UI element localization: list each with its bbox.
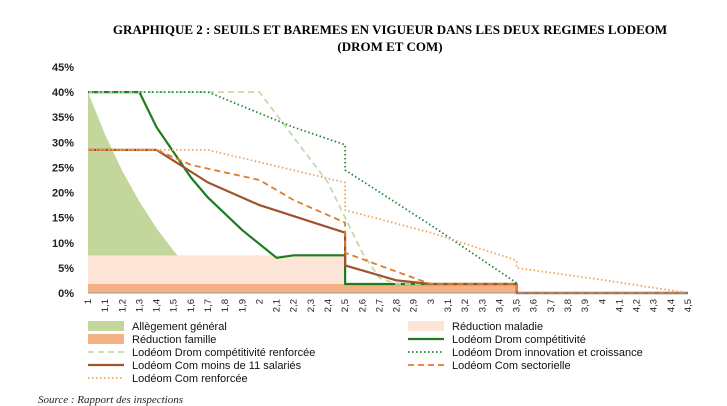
source-note: Source : Rapport des inspections: [38, 394, 184, 406]
x-tick-label: 2,6: [357, 299, 368, 312]
legend-label: Réduction maladie: [452, 321, 543, 333]
x-tick-label: 1,2: [117, 299, 128, 312]
x-axis: 1 1,1 1,2 1,3 1,4 1,5 1,6 1,7 1,8 1,9 2 2,1 2,2 2,3 2,…: [83, 292, 694, 312]
x-tick-label: 3,3: [477, 299, 488, 312]
x-tick-label: 4: [597, 299, 608, 304]
x-tick-label: 2,1: [272, 299, 283, 312]
x-tick-label: 4,5: [683, 299, 694, 312]
area-r-duction-maladie: [88, 255, 346, 293]
legend-label: Lodéom Com sectorielle: [452, 360, 571, 372]
x-tick-label: 2,5: [340, 299, 351, 312]
y-tick-label: 15%: [52, 213, 74, 225]
x-tick-label: 2,2: [289, 299, 300, 312]
legend-label: Lodéom Com renforcée: [132, 373, 248, 385]
x-tick-label: 4,3: [649, 299, 660, 312]
x-tick-label: 1,9: [237, 299, 248, 312]
x-tick-label: 4,1: [614, 299, 625, 312]
legend-label: Lodéom Drom innovation et croissance: [452, 347, 643, 359]
chart-title: GRAPHIQUE 2 : SEUILS ET BAREMES EN VIGUE…: [60, 21, 720, 55]
x-tick-label: 4,4: [666, 299, 677, 312]
legend-swatch: [88, 334, 124, 344]
chart-title-line1: GRAPHIQUE 2 : SEUILS ET BAREMES EN VIGUE…: [112, 22, 668, 37]
x-tick-label: 4,2: [632, 299, 643, 312]
x-tick-label: 1,3: [134, 299, 145, 312]
legend-label: Lodéom Com moins de 11 salariés: [132, 360, 302, 372]
legend-swatch: [88, 321, 124, 331]
x-tick-label: 2,3: [306, 299, 317, 312]
x-tick-label: 2,9: [409, 299, 420, 312]
x-tick-label: 1: [83, 299, 94, 304]
legend-swatch: [408, 321, 444, 331]
x-tick-label: 2,7: [374, 299, 385, 312]
y-tick-label: 5%: [58, 263, 74, 275]
x-tick-label: 3,7: [546, 299, 557, 312]
x-tick-label: 1,4: [152, 299, 163, 312]
chart-title-line2: (DROM ET COM): [337, 39, 443, 54]
x-tick-label: 1,5: [169, 299, 180, 312]
legend-label: Réduction famille: [132, 334, 216, 346]
x-tick-label: 1,7: [203, 299, 214, 312]
y-tick-label: 30%: [52, 137, 74, 149]
legend-label: Allègement général: [132, 321, 227, 333]
series-areas: [88, 92, 517, 293]
x-tick-label: 2: [254, 299, 265, 304]
legend-label: Lodéom Drom compétitivité renforcée: [132, 347, 315, 359]
x-tick-label: 3,9: [580, 299, 591, 312]
y-tick-label: 45%: [52, 62, 74, 74]
area-all-gement-g-n-ral: [88, 92, 191, 293]
x-tick-label: 2,8: [392, 299, 403, 312]
x-tick-label: 1,8: [220, 299, 231, 312]
x-tick-label: 3,4: [494, 299, 505, 312]
x-tick-label: 1,6: [186, 299, 197, 312]
y-axis: 0% 5% 10% 15% 20% 25% 30% 35% 40% 45%: [52, 62, 74, 300]
x-tick-label: 3: [426, 299, 437, 304]
x-tick-label: 3,5: [512, 299, 523, 312]
y-tick-label: 0%: [58, 288, 74, 300]
series-lines: [88, 91, 689, 295]
legend: Allègement général Réduction maladie Réduc…: [88, 321, 643, 385]
y-tick-label: 20%: [52, 188, 74, 200]
x-tick-label: 3,1: [443, 299, 454, 312]
x-tick-label: 3,6: [529, 299, 540, 312]
x-tick-label: 1,1: [100, 299, 111, 312]
y-tick-label: 40%: [52, 87, 74, 99]
y-tick-label: 25%: [52, 162, 74, 174]
x-tick-label: 3,8: [563, 299, 574, 312]
x-tick-label: 2,4: [323, 299, 334, 312]
y-tick-label: 35%: [52, 112, 74, 124]
area-r-duction-famille: [88, 283, 517, 293]
line-lod-om-com-sectorielle: [88, 149, 688, 294]
line-lod-om-com-renforc-e: [88, 149, 689, 294]
legend-label: Lodéom Drom compétitivité: [452, 334, 586, 346]
y-tick-label: 10%: [52, 238, 74, 250]
x-tick-label: 3,2: [460, 299, 471, 312]
